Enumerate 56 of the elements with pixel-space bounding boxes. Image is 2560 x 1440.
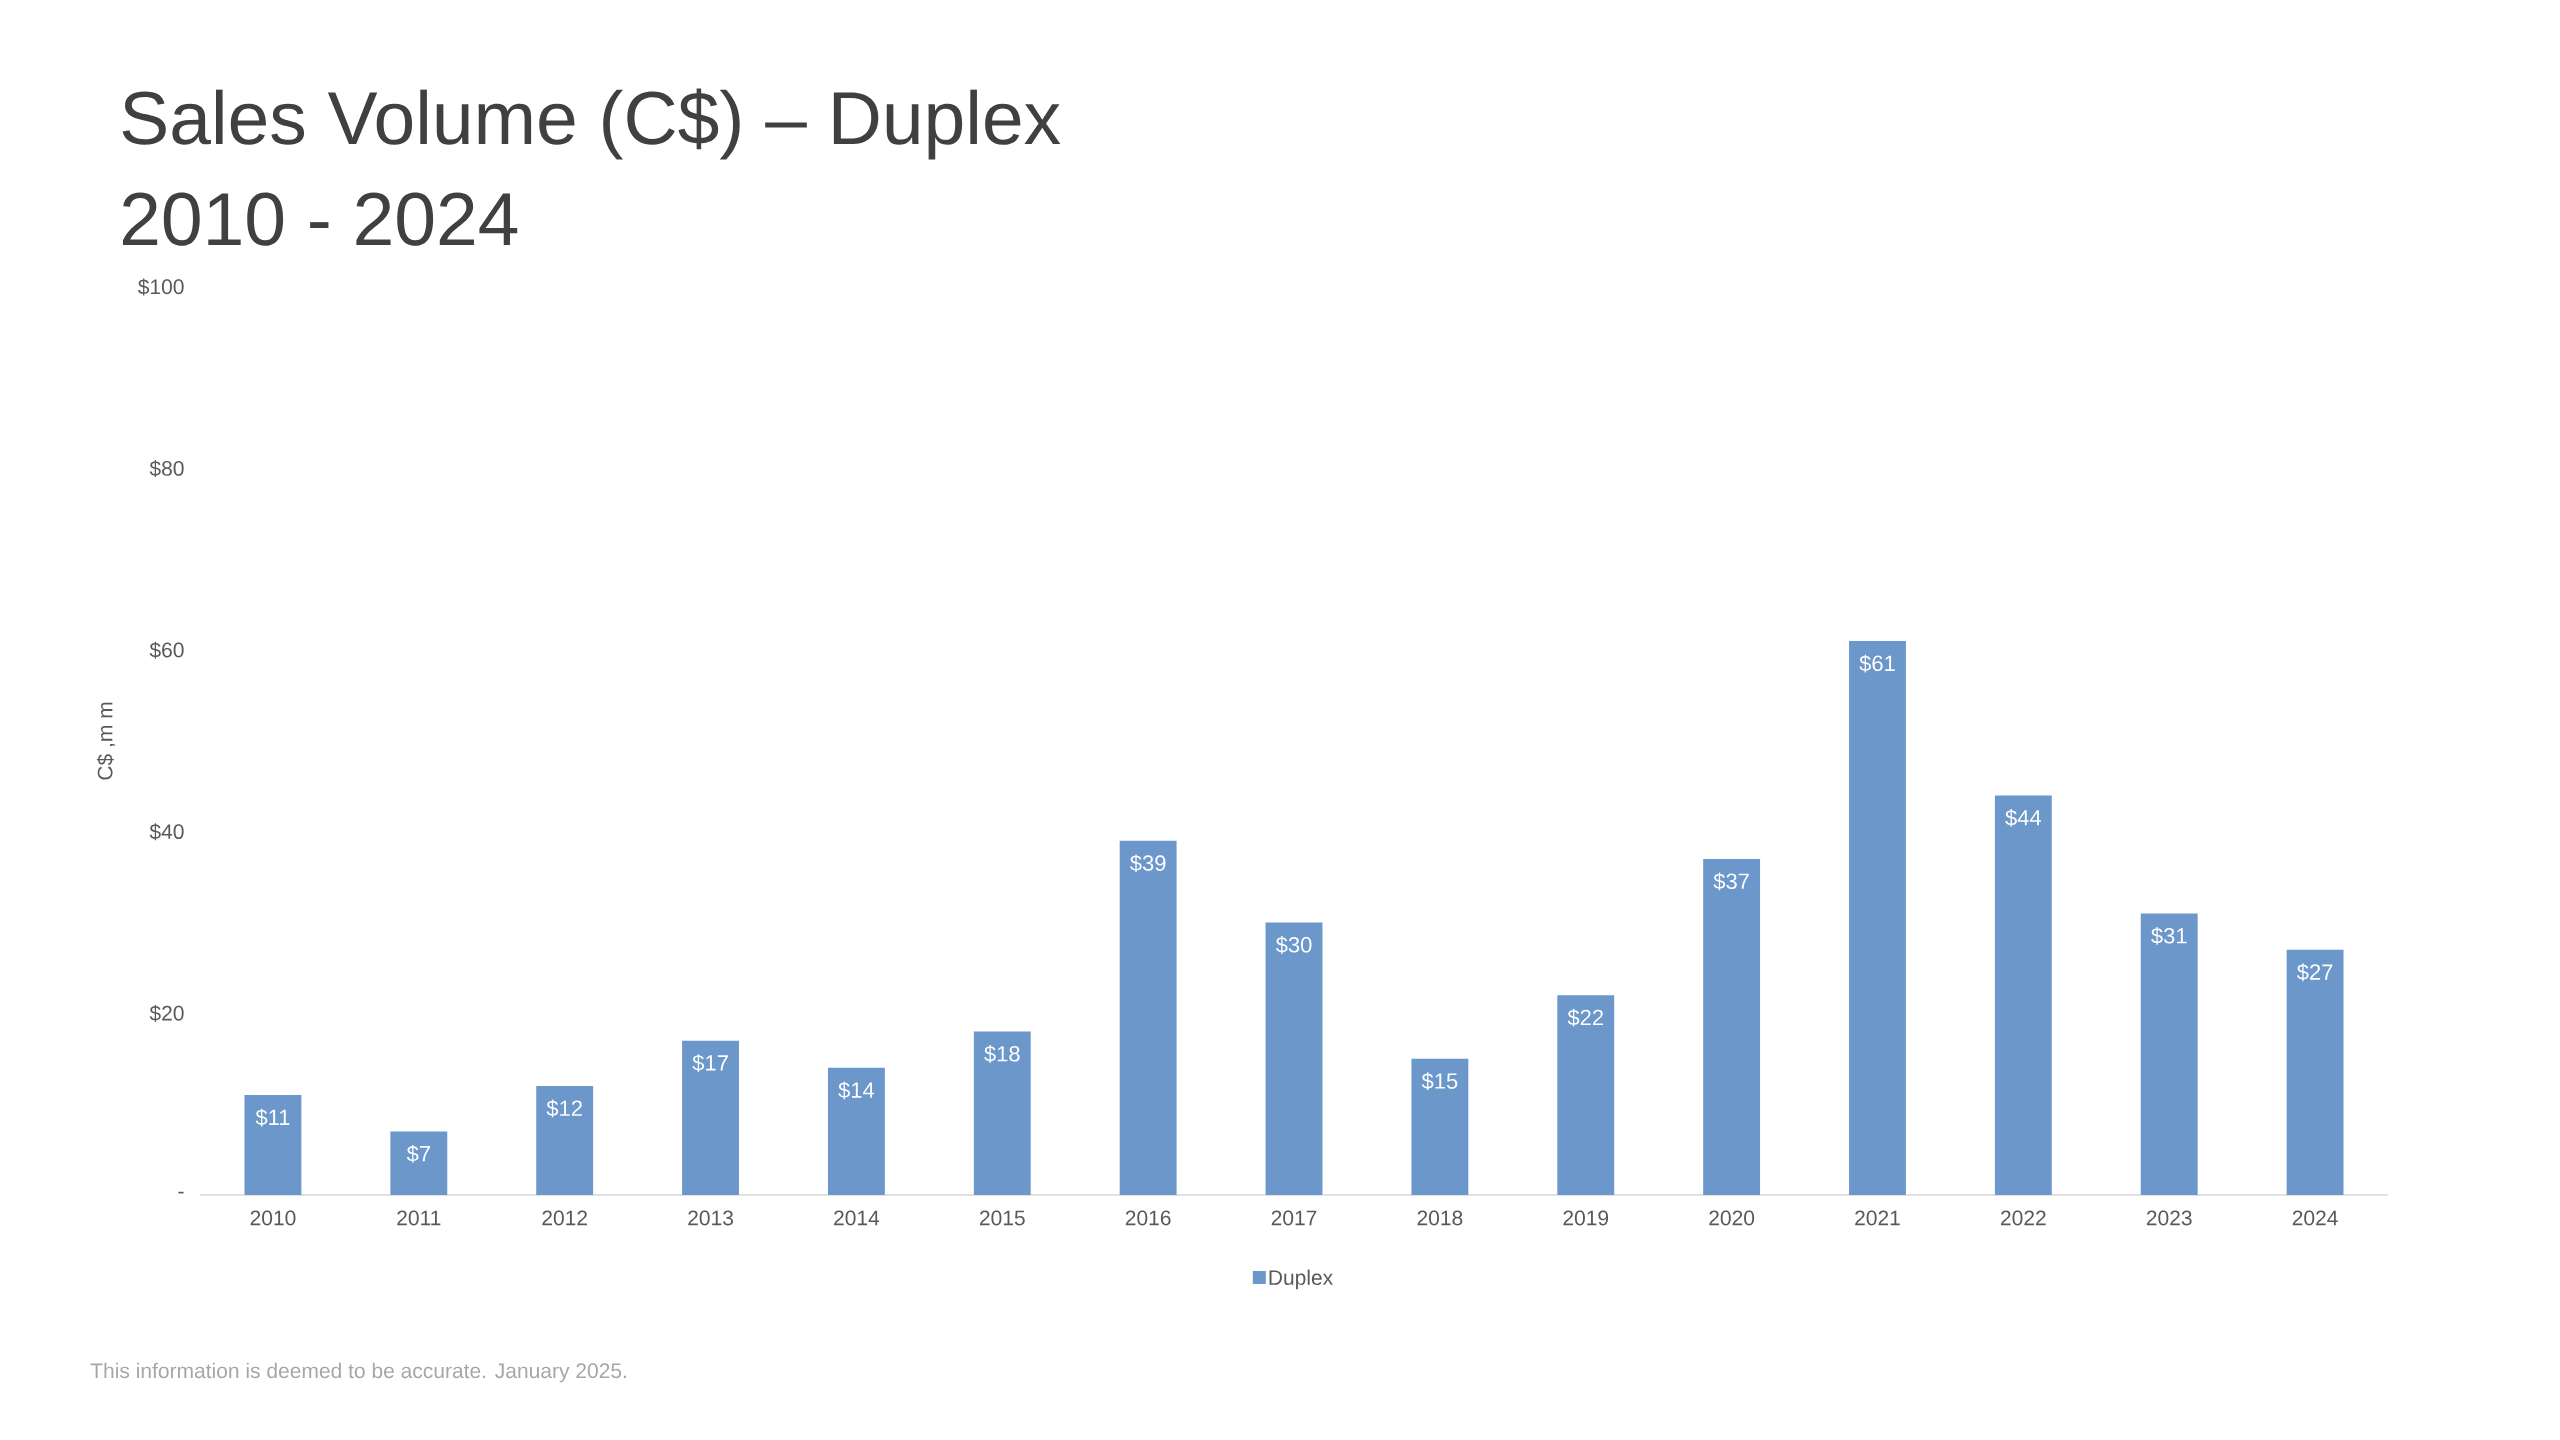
y-tick-label: $80 xyxy=(149,460,184,478)
x-tick-label: 2024 xyxy=(2292,1210,2338,1226)
bar xyxy=(1119,840,1177,1195)
bar xyxy=(1994,795,2052,1195)
bar xyxy=(2140,913,2198,1195)
data-label: $18 xyxy=(984,1045,1020,1063)
x-tick-label: 2015 xyxy=(979,1210,1025,1226)
bar xyxy=(1557,995,1615,1195)
x-tick-label: 2023 xyxy=(2146,1210,2192,1226)
bar xyxy=(973,1031,1031,1195)
y-tick-label: $100 xyxy=(137,278,184,296)
x-tick-label: 2019 xyxy=(1563,1210,1609,1226)
x-tick-label: 2013 xyxy=(688,1210,733,1226)
y-axis-title: C$ ,m m xyxy=(96,702,116,780)
data-label: $37 xyxy=(1713,872,1749,891)
data-label: $31 xyxy=(2151,927,2187,945)
x-tick-label: 2010 xyxy=(250,1210,296,1226)
data-label: $30 xyxy=(1275,936,1312,954)
x-tick-label: 2012 xyxy=(542,1210,587,1226)
y-tick-label: - xyxy=(178,1191,184,1194)
bar xyxy=(827,1067,885,1195)
x-tick-label: 2022 xyxy=(2001,1210,2046,1226)
bar xyxy=(1849,641,1906,1195)
bar xyxy=(1411,1058,1469,1195)
data-label: $7 xyxy=(406,1144,430,1163)
bar xyxy=(2286,949,2344,1195)
y-tick-label: $60 xyxy=(149,641,184,659)
x-tick-label: 2016 xyxy=(1125,1210,1171,1226)
y-tick-label: $40 xyxy=(149,823,184,841)
data-label: $22 xyxy=(1567,1008,1603,1027)
data-label: $61 xyxy=(1859,654,1895,673)
data-label: $17 xyxy=(692,1054,728,1072)
x-tick-label: 2020 xyxy=(1709,1210,1755,1226)
bar xyxy=(682,1040,739,1195)
x-tick-label: 2018 xyxy=(1417,1210,1463,1226)
bar xyxy=(1265,922,1323,1195)
legend-label: Duplex xyxy=(1269,1269,1333,1290)
x-tick-label: 2017 xyxy=(1271,1210,1317,1226)
data-label: $14 xyxy=(838,1081,875,1100)
data-label: $27 xyxy=(2296,963,2333,982)
x-tick-label: 2021 xyxy=(1855,1210,1900,1226)
x-tick-label: 2011 xyxy=(397,1210,441,1226)
data-label: $44 xyxy=(2005,808,2042,827)
data-label: $12 xyxy=(546,1099,582,1118)
text: This information is deemed to be accurate. January 2025. xyxy=(90,1362,626,1383)
chart-subtitle: 2010 - 2024 xyxy=(122,192,518,246)
bar xyxy=(1703,859,1761,1195)
chart-title: Sales Volume (C$) – Duplex xyxy=(122,88,1061,160)
bar xyxy=(244,1095,302,1195)
data-label: $11 xyxy=(255,1108,290,1127)
x-tick-label: 2014 xyxy=(834,1210,880,1226)
data-label: $39 xyxy=(1130,854,1166,873)
bar xyxy=(390,1131,448,1195)
y-tick-label: $20 xyxy=(149,1004,184,1022)
data-label: $15 xyxy=(1421,1072,1458,1091)
bar xyxy=(536,1086,594,1195)
